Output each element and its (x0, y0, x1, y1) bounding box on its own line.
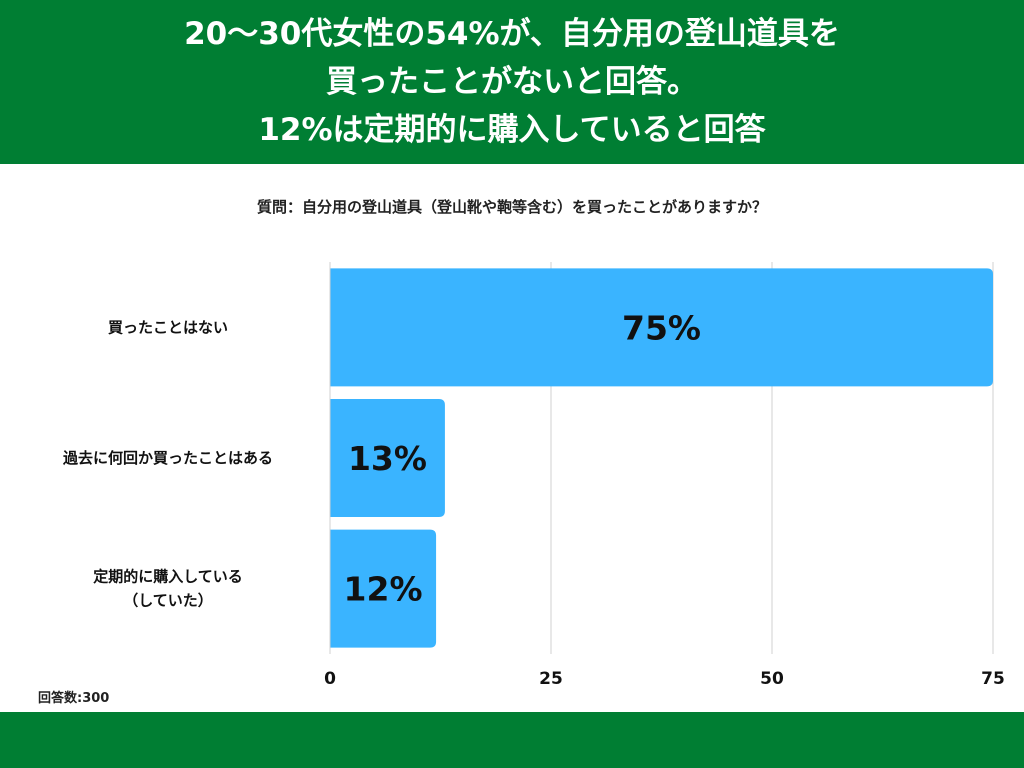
title-banner: 20〜30代女性の54%が、自分用の登山道具を 買ったことがないと回答。 12%… (0, 0, 1024, 164)
bar-value-label: 12% (344, 570, 423, 609)
bar (330, 529, 437, 648)
title-line-2: 買ったことがないと回答。 (326, 64, 698, 100)
x-tick-label: 25 (539, 669, 563, 689)
title-line-3: 12%は定期的に購入していると回答 (258, 112, 766, 148)
bar (330, 268, 993, 387)
x-tick-label: 75 (981, 669, 1005, 689)
category-label: （していた） (123, 592, 213, 610)
respondent-count: 回答数:300 (38, 691, 110, 706)
bar-value-label: 13% (348, 439, 427, 478)
category-label: 定期的に購入している (93, 568, 243, 586)
chart-question: 質問：自分用の登山道具（登山靴や鞄等含む）を買ったことがありますか？ (256, 198, 767, 216)
x-tick-label: 50 (760, 669, 784, 689)
bar (330, 399, 445, 517)
category-label: 過去に何回か買ったことはある (62, 449, 273, 467)
x-tick-label: 0 (324, 669, 336, 689)
bottom-banner (0, 712, 1024, 768)
title-line-1: 20〜30代女性の54%が、自分用の登山道具を (184, 16, 840, 52)
bar-value-label: 75% (622, 308, 701, 347)
category-label: 買ったことはない (108, 318, 228, 336)
